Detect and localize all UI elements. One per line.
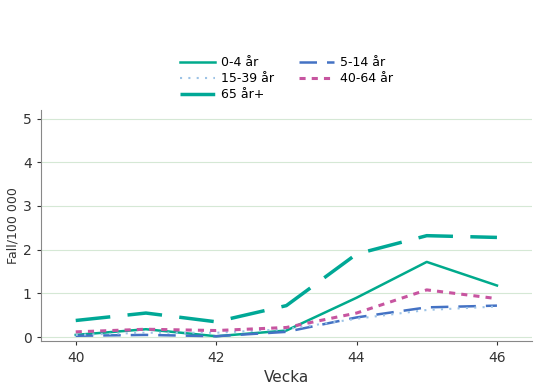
X-axis label: Vecka: Vecka bbox=[264, 370, 309, 385]
Legend: 0-4 år, 15-39 år, 65 år+, 5-14 år, 40-64 år: 0-4 år, 15-39 år, 65 år+, 5-14 år, 40-64… bbox=[179, 56, 393, 101]
Y-axis label: Fall/100 000: Fall/100 000 bbox=[7, 187, 20, 264]
